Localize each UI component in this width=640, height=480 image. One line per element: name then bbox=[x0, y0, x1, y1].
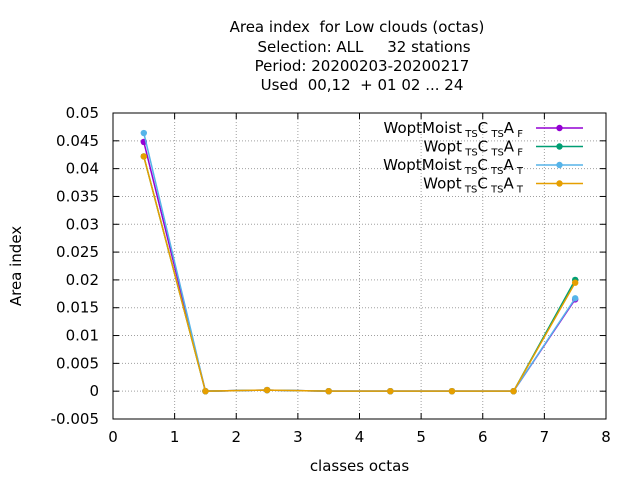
y-tick-label: 0.03 bbox=[66, 215, 99, 233]
chart-title-line: Period: 20200203-20200217 bbox=[255, 57, 470, 75]
legend-swatch-point bbox=[556, 180, 563, 187]
legend-item: WoptMoist TSC TSA T bbox=[383, 156, 583, 177]
y-tick-label: 0.035 bbox=[56, 187, 99, 205]
data-point bbox=[571, 295, 579, 302]
x-axis-label: classes octas bbox=[310, 457, 410, 475]
x-tick-label: 1 bbox=[170, 428, 180, 446]
chart-title: Area index for Low clouds (octas) Selecti… bbox=[230, 18, 485, 94]
y-tick-label: -0.005 bbox=[51, 410, 99, 428]
data-point bbox=[202, 387, 209, 395]
series-lines bbox=[140, 129, 579, 395]
legend-swatch-point bbox=[556, 143, 563, 150]
x-tick-label: 8 bbox=[601, 428, 611, 446]
y-tick-label: 0.015 bbox=[56, 299, 99, 317]
x-tick-label: 4 bbox=[355, 428, 365, 446]
data-point bbox=[325, 387, 332, 395]
y-tick-label: 0 bbox=[89, 382, 99, 400]
x-tick-label: 6 bbox=[478, 428, 488, 446]
legend-label: Wopt TSC TSA F bbox=[423, 138, 523, 159]
data-point bbox=[140, 129, 148, 137]
chart-title-line: Area index for Low clouds (octas) bbox=[230, 18, 485, 36]
data-point bbox=[510, 387, 517, 395]
x-tick-label: 0 bbox=[108, 428, 118, 446]
chart-title-line: Selection: ALL 32 stations bbox=[257, 38, 470, 56]
data-point bbox=[448, 387, 456, 395]
legend-item: WoptMoist TSC TSA F bbox=[384, 119, 583, 140]
data-point bbox=[263, 386, 271, 394]
x-tick-label: 3 bbox=[293, 428, 303, 446]
y-tick-label: 0.045 bbox=[56, 132, 99, 150]
y-axis-label: Area index bbox=[7, 226, 25, 306]
legend-swatch-point bbox=[556, 124, 563, 132]
y-tick-label: 0.02 bbox=[66, 271, 99, 289]
y-tick-label: 0.05 bbox=[66, 104, 99, 122]
x-tick-label: 7 bbox=[540, 428, 550, 446]
y-tick-label: 0.005 bbox=[56, 354, 99, 372]
data-point bbox=[571, 279, 579, 286]
axis-ticks: 0 1 2 3 4 5 6 7 8 -0.005 0 0.005 0.01 0.015 0.02 0.025 0… bbox=[51, 104, 611, 446]
x-tick-label: 5 bbox=[416, 428, 426, 446]
grid bbox=[113, 113, 606, 419]
y-tick-label: 0.04 bbox=[66, 160, 99, 178]
plot-frame bbox=[112, 112, 607, 420]
data-point bbox=[387, 387, 394, 395]
legend-label: WoptMoist TSC TSA T bbox=[383, 156, 524, 177]
legend-label: WoptMoist TSC TSA F bbox=[384, 119, 524, 140]
y-tick-label: 0.01 bbox=[66, 327, 99, 345]
legend-item: Wopt TSC TSA T bbox=[423, 175, 583, 196]
legend-item: Wopt TSC TSA F bbox=[423, 138, 583, 159]
data-point bbox=[140, 153, 148, 160]
series-3 bbox=[140, 153, 579, 395]
legend-swatch-point bbox=[556, 161, 563, 169]
y-tick-label: 0.025 bbox=[56, 243, 99, 261]
chart-title-line: Used 00,12 + 01 02 ... 24 bbox=[261, 76, 464, 94]
x-tick-label: 2 bbox=[231, 428, 241, 446]
series-line bbox=[143, 156, 576, 392]
legend-label: Wopt TSC TSA T bbox=[423, 175, 524, 196]
